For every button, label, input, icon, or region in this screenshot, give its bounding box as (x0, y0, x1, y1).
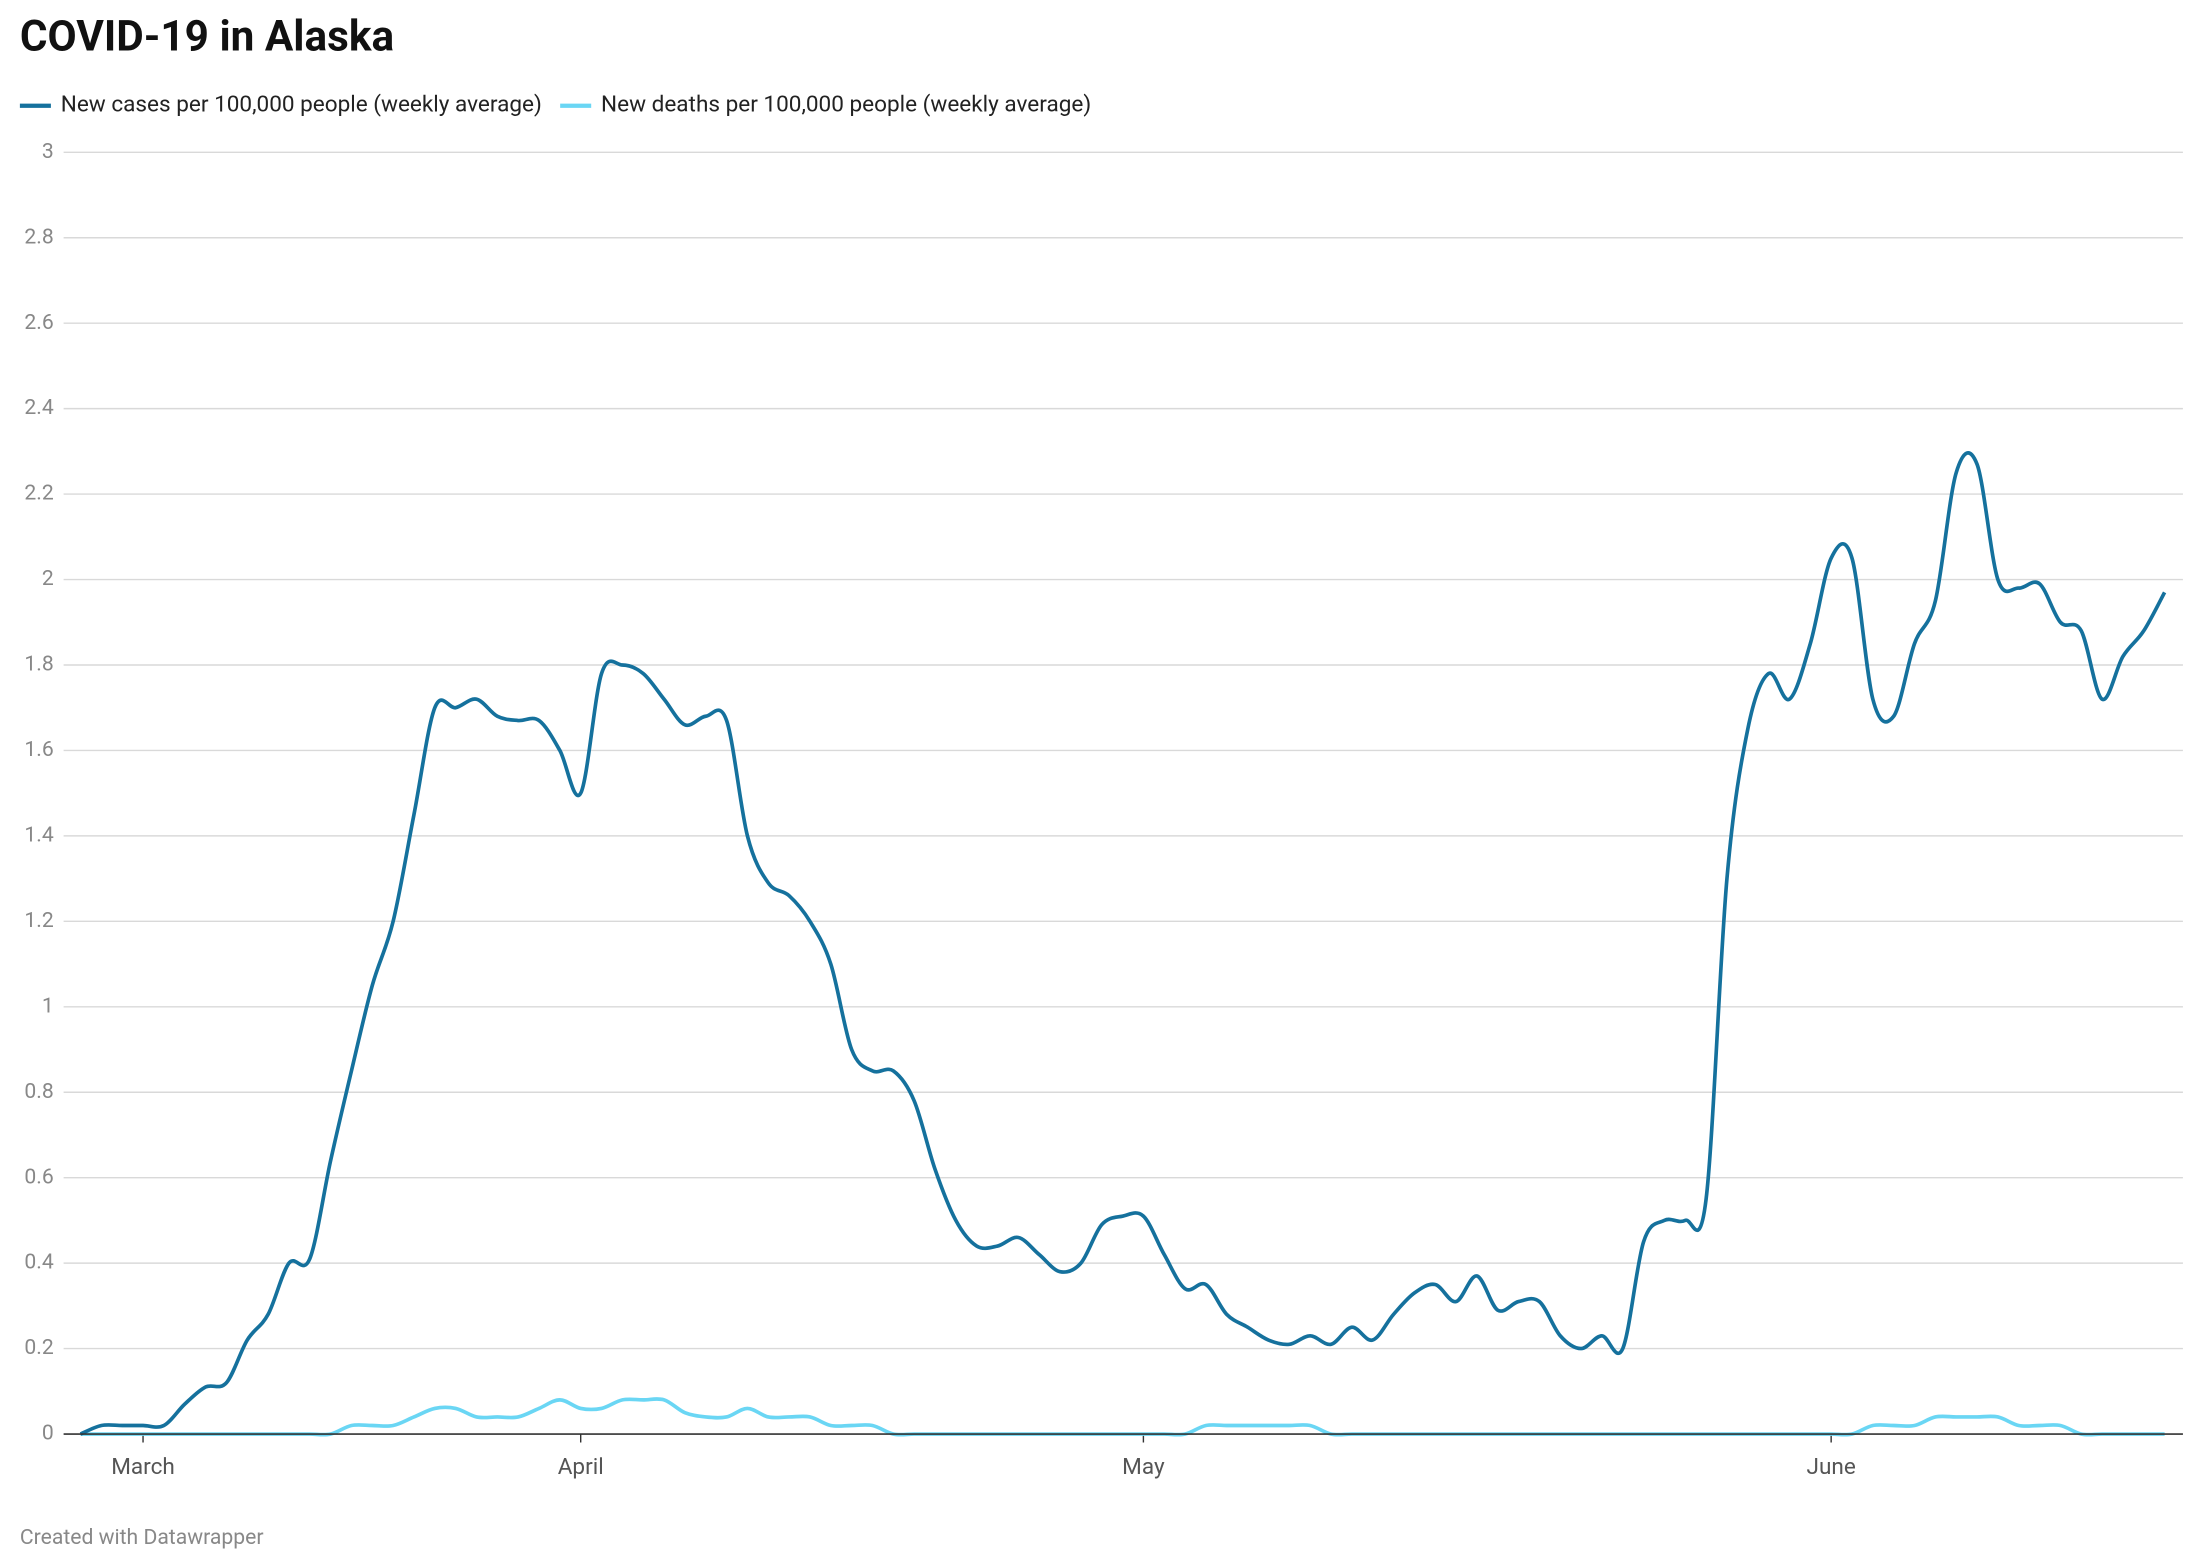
y-tick-label: 0.2 (24, 1335, 53, 1360)
y-tick-label: 0.8 (24, 1079, 53, 1104)
x-tick-label: March (111, 1453, 175, 1480)
y-tick-label: 3 (42, 139, 54, 164)
legend-label: New deaths per 100,000 people (weekly av… (601, 91, 1091, 118)
x-tick-label: May (1122, 1453, 1165, 1480)
x-tick-label: June (1807, 1453, 1856, 1480)
y-tick-label: 0.6 (24, 1164, 53, 1189)
series-line (80, 1397, 2165, 1437)
y-tick-label: 2.8 (24, 224, 53, 249)
y-tick-label: 2.4 (24, 395, 53, 420)
y-tick-label: 0 (42, 1421, 54, 1446)
y-tick-label: 1.2 (24, 908, 53, 933)
y-tick-label: 1.4 (24, 822, 53, 847)
footer: Created with Datawrapper (20, 1525, 264, 1550)
y-tick-label: 1 (42, 993, 54, 1018)
chart-title: COVID-19 in Alaska (20, 13, 394, 62)
y-tick-label: 1.8 (24, 652, 53, 677)
y-tick-label: 2.2 (24, 481, 53, 506)
y-tick-label: 2 (42, 566, 54, 591)
series-line (79, 451, 2167, 1436)
legend-label: New cases per 100,000 people (weekly ave… (61, 91, 542, 118)
y-tick-label: 0.4 (24, 1250, 53, 1275)
x-tick-label: April (558, 1453, 604, 1480)
y-tick-label: 1.6 (24, 737, 53, 762)
y-tick-label: 2.6 (24, 310, 53, 335)
